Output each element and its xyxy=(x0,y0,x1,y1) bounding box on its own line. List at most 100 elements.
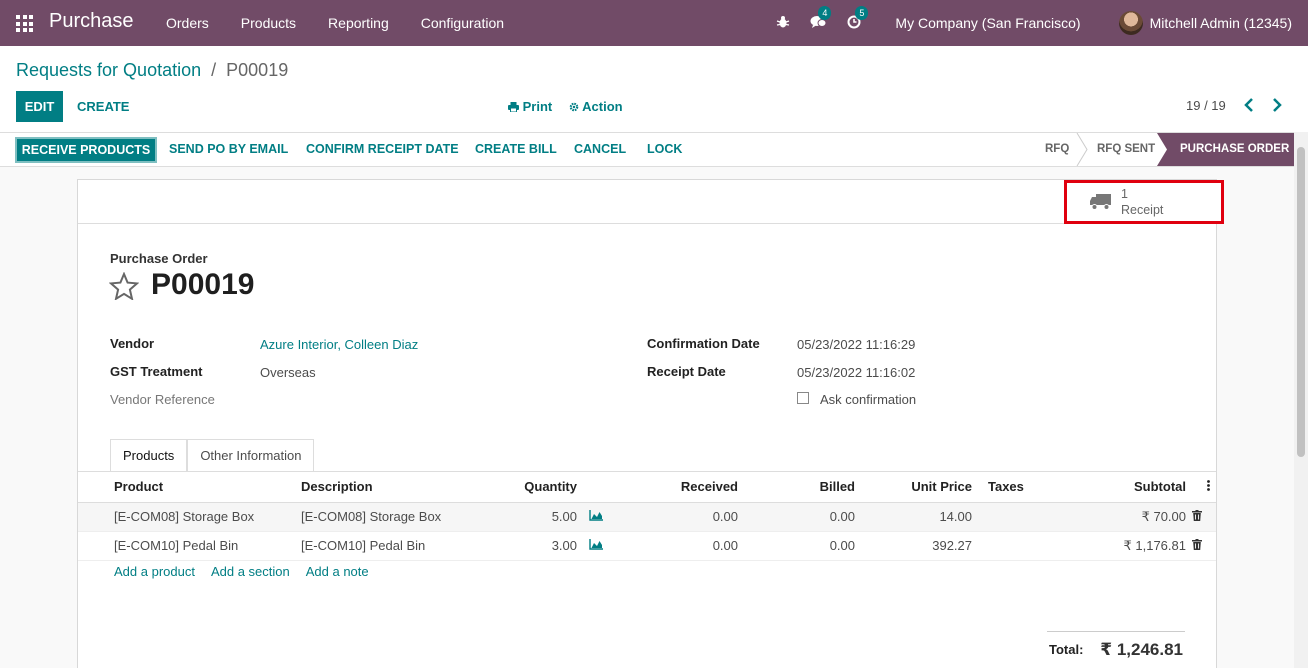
form-sheet: 1 Receipt Purchase Order P00019 Vendor A… xyxy=(77,179,1224,668)
company-switcher[interactable]: My Company (San Francisco) xyxy=(895,15,1081,31)
cell-quantity: 5.00 xyxy=(495,502,583,532)
user-menu[interactable]: Mitchell Admin (12345) xyxy=(1118,11,1292,35)
receipt-date-field[interactable]: 05/23/2022 11:16:02 xyxy=(797,365,916,380)
col-product[interactable]: Product xyxy=(78,472,295,503)
button-box: 1 Receipt xyxy=(78,180,1224,224)
trash-icon[interactable] xyxy=(1186,502,1216,532)
receipt-count: 1 xyxy=(1121,187,1128,201)
menu-orders[interactable]: Orders xyxy=(166,15,209,31)
action-label: Action xyxy=(582,99,623,114)
send-po-email-button[interactable]: SEND PO BY EMAIL xyxy=(169,142,289,156)
receipt-date-label: Receipt Date xyxy=(647,364,726,379)
add-line-links: Add a product Add a section Add a note xyxy=(114,564,385,579)
totals: Total: ₹ 1,246.81 xyxy=(1047,631,1185,659)
receipt-label: Receipt xyxy=(1121,203,1164,217)
tab-products[interactable]: Products xyxy=(110,439,188,472)
optional-columns-icon[interactable] xyxy=(1186,472,1216,503)
title-label: Purchase Order xyxy=(110,251,208,266)
cell-received: 0.00 xyxy=(617,502,744,532)
page-title: P00019 xyxy=(151,268,255,301)
order-lines-table: Product Description Quantity Received Bi… xyxy=(78,472,1216,561)
cell-product: [E-COM08] Storage Box xyxy=(78,502,295,532)
menu-products[interactable]: Products xyxy=(240,15,297,31)
cell-billed: 0.00 xyxy=(744,531,861,561)
avatar xyxy=(1118,11,1143,35)
col-received[interactable]: Received xyxy=(617,472,744,503)
edit-button[interactable]: EDIT xyxy=(16,91,63,122)
cancel-button[interactable]: CANCEL xyxy=(574,142,627,156)
breadcrumb-parent[interactable]: Requests for Quotation xyxy=(16,60,202,80)
activity-badge: 5 xyxy=(855,5,869,20)
print-dropdown[interactable]: Print xyxy=(508,99,552,114)
add-section-link[interactable]: Add a section xyxy=(210,564,290,579)
chat-icon[interactable]: 4 xyxy=(810,5,832,32)
add-product-link[interactable]: Add a product xyxy=(114,564,195,579)
add-note-link[interactable]: Add a note xyxy=(305,564,369,579)
forecast-chart-icon[interactable] xyxy=(583,531,617,561)
chevron-right-icon[interactable] xyxy=(1272,97,1282,116)
breadcrumb-separator: / xyxy=(211,60,217,80)
systray: 4 5 My Company (San Francisco) Mitchell … xyxy=(766,0,1308,46)
col-description[interactable]: Description xyxy=(295,472,495,503)
menu-reporting[interactable]: Reporting xyxy=(328,15,389,31)
col-unit-price[interactable]: Unit Price xyxy=(861,472,978,503)
printer-icon xyxy=(508,102,519,113)
activity-clock-icon[interactable]: 5 xyxy=(847,5,869,32)
truck-icon xyxy=(1090,194,1111,210)
stage-rfq[interactable]: RFQ xyxy=(1045,143,1070,155)
create-button[interactable]: CREATE xyxy=(77,99,130,114)
ask-confirmation-label: Ask confirmation xyxy=(820,392,917,407)
confirmation-date-field[interactable]: 05/23/2022 11:16:29 xyxy=(797,337,916,352)
create-bill-button[interactable]: CREATE BILL xyxy=(475,142,557,156)
stage-separator-icon xyxy=(1076,133,1088,166)
receipt-smart-button[interactable]: 1 Receipt xyxy=(1064,180,1224,224)
main-menu: Orders Products Reporting Configuration xyxy=(150,0,520,46)
cell-quantity: 3.00 xyxy=(495,531,583,561)
vendor-field[interactable]: Azure Interior, Colleen Diaz xyxy=(260,337,419,352)
table-row[interactable]: [E-COM08] Storage Box [E-COM08] Storage … xyxy=(78,502,1216,532)
cell-product: [E-COM10] Pedal Bin xyxy=(78,531,295,561)
tab-divider xyxy=(78,471,1216,472)
receive-products-button[interactable]: RECEIVE PRODUCTS xyxy=(15,137,157,163)
star-icon[interactable] xyxy=(108,271,140,303)
breadcrumb-current: P00019 xyxy=(226,60,289,80)
app-name[interactable]: Purchase xyxy=(49,10,134,32)
col-billed[interactable]: Billed xyxy=(744,472,861,503)
cell-received: 0.00 xyxy=(617,531,744,561)
breadcrumb: Requests for Quotation / P00019 xyxy=(16,60,288,81)
table-header: Product Description Quantity Received Bi… xyxy=(78,472,1216,503)
top-navbar: Purchase Orders Products Reporting Confi… xyxy=(0,0,1308,46)
col-subtotal[interactable]: Subtotal xyxy=(1048,472,1186,503)
chevron-left-icon[interactable] xyxy=(1244,97,1254,116)
trash-icon[interactable] xyxy=(1186,531,1216,561)
notebook-tabs: Products Other Information xyxy=(110,439,315,472)
chat-badge: 4 xyxy=(818,5,832,20)
table-row[interactable]: [E-COM10] Pedal Bin [E-COM10] Pedal Bin … xyxy=(78,531,1216,561)
scrollbar[interactable] xyxy=(1294,132,1308,668)
statusbar: RECEIVE PRODUCTS SEND PO BY EMAIL CONFIR… xyxy=(0,132,1294,167)
lock-button[interactable]: LOCK xyxy=(647,142,683,156)
cell-taxes xyxy=(978,531,1048,561)
cell-unit-price: 14.00 xyxy=(861,502,978,532)
stage-rfq-sent[interactable]: RFQ SENT xyxy=(1097,143,1156,155)
action-dropdown[interactable]: Action xyxy=(569,99,623,114)
confirmation-date-label: Confirmation Date xyxy=(647,336,760,351)
menu-configuration[interactable]: Configuration xyxy=(420,15,505,31)
ask-confirmation-checkbox[interactable] xyxy=(797,392,809,404)
cell-subtotal: ₹ 70.00 xyxy=(1048,502,1186,532)
cell-billed: 0.00 xyxy=(744,502,861,532)
col-quantity[interactable]: Quantity xyxy=(495,472,583,503)
col-taxes[interactable]: Taxes xyxy=(978,472,1048,503)
forecast-chart-icon[interactable] xyxy=(583,502,617,532)
stage-purchase-order: PURCHASE ORDER xyxy=(1157,133,1294,166)
cell-description: [E-COM08] Storage Box xyxy=(295,502,495,532)
confirm-receipt-date-button[interactable]: CONFIRM RECEIPT DATE xyxy=(306,142,459,156)
pager-value[interactable]: 19 / 19 xyxy=(1186,98,1226,113)
bug-icon[interactable] xyxy=(776,15,790,32)
cell-subtotal: ₹ 1,176.81 xyxy=(1048,531,1186,561)
tab-other-information[interactable]: Other Information xyxy=(187,439,315,472)
gst-label: GST Treatment xyxy=(110,364,203,379)
user-name: Mitchell Admin (12345) xyxy=(1149,15,1292,31)
apps-menu-icon[interactable] xyxy=(16,15,33,32)
gst-field[interactable]: Overseas xyxy=(260,365,316,380)
